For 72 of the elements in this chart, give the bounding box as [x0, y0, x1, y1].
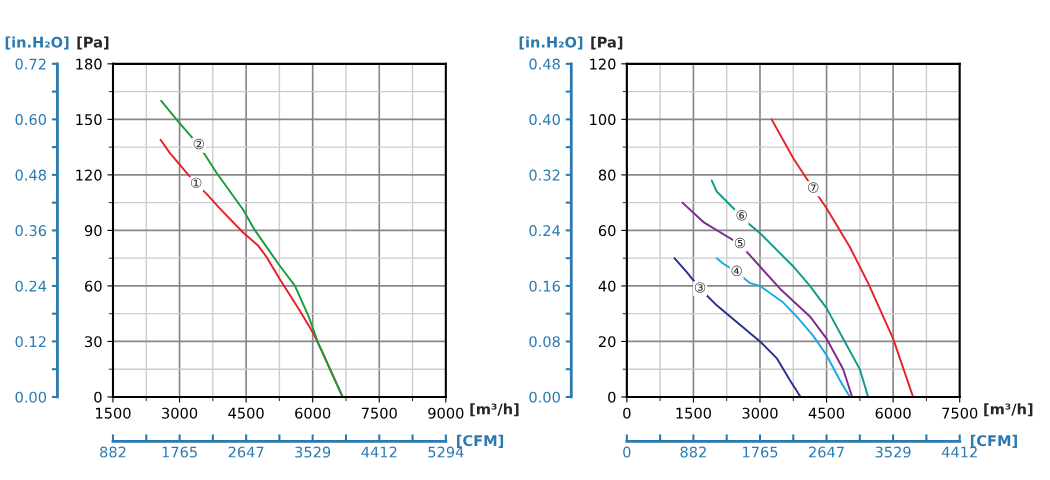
x-tick-label: 3000 [742, 407, 778, 419]
y2-tick-label: 0.40 [529, 114, 560, 126]
line-series [681, 201, 854, 397]
series-label: ③ [694, 282, 706, 293]
x2-axis-title: [CFM] [970, 434, 1017, 448]
x2-tick-label: 1765 [743, 446, 778, 458]
y2-tick-label: 0.48 [529, 58, 560, 70]
line-series [770, 118, 915, 397]
x2-tick-label: 1765 [162, 446, 197, 458]
series-label: ⑥ [736, 210, 747, 221]
y2-tick-label: 0.32 [529, 169, 560, 181]
line-series [710, 179, 870, 397]
y-tick-label: 60 [85, 280, 102, 292]
x-tick-label: 4500 [228, 407, 264, 419]
x-tick-label: 7500 [361, 407, 397, 419]
x2-tick-label: 882 [100, 446, 126, 458]
line-series [673, 257, 802, 397]
x-axis-title: [m³/h] [470, 403, 519, 417]
y-tick-label: 0 [608, 391, 616, 403]
y2-tick-label: 0.08 [529, 336, 560, 348]
x2-tick-label: 4412 [941, 446, 977, 458]
x-tick-label: 0 [623, 407, 631, 419]
x2-axis-title: [CFM] [457, 434, 504, 448]
y2-tick-label: 0.24 [529, 225, 561, 237]
x-tick-label: 6000 [295, 407, 331, 419]
series-label: ⑤ [734, 237, 746, 249]
y-axis-title: [Pa] [591, 36, 623, 50]
series-label: ① [191, 177, 202, 189]
y-axis-title: [Pa] [77, 36, 109, 50]
y-tick-label: 0 [94, 391, 102, 403]
x-tick-label: 6000 [875, 407, 911, 419]
x-tick-label: 1500 [676, 407, 712, 419]
y2-tick-label: 0.72 [15, 58, 46, 70]
y2-tick-label: 0.60 [15, 114, 47, 126]
x-tick-label: 4500 [808, 407, 845, 419]
y-tick-label: 80 [598, 169, 616, 181]
x2-tick-label: 0 [623, 446, 631, 458]
y-tick-label: 180 [76, 58, 102, 70]
y2-tick-label: 0.24 [15, 280, 47, 292]
x2-tick-label: 4412 [361, 446, 397, 458]
x-tick-label: 7500 [942, 407, 978, 419]
y-tick-label: 20 [598, 336, 616, 348]
y-tick-label: 30 [85, 336, 102, 348]
y2-tick-label: 0.36 [15, 225, 47, 237]
x-tick-label: 3000 [162, 407, 198, 419]
line-series [715, 257, 851, 397]
x-tick-label: 1500 [96, 407, 131, 419]
series-label: ② [193, 138, 205, 150]
y-tick-label: 100 [590, 114, 616, 126]
x-tick-label: 9000 [428, 407, 464, 419]
x-axis-title: [m³/h] [984, 403, 1033, 417]
x2-tick-label: 882 [680, 446, 706, 458]
y-tick-label: 120 [76, 169, 102, 181]
x2-tick-label: 3529 [295, 446, 331, 458]
x2-tick-label: 2647 [809, 446, 844, 458]
y2-tick-label: 0.48 [15, 169, 47, 181]
x2-tick-label: 5294 [428, 446, 464, 458]
y-tick-label: 150 [76, 114, 102, 126]
y2-tick-label: 0.12 [15, 336, 46, 348]
y-tick-label: 60 [598, 225, 616, 237]
y2-tick-label: 0.16 [529, 280, 560, 292]
y-tick-label: 120 [590, 58, 616, 70]
series-label: ④ [731, 265, 742, 277]
series-label: ⑦ [808, 182, 819, 193]
x2-tick-label: 3529 [875, 446, 911, 458]
y2-tick-label: 0.00 [15, 391, 47, 403]
y2-tick-label: 0.00 [529, 391, 560, 403]
x2-tick-label: 2647 [228, 446, 264, 458]
y2-axis-title: [in.H₂O] [5, 36, 69, 50]
y2-axis-title: [in.H₂O] [519, 36, 583, 50]
y-tick-label: 90 [84, 225, 102, 237]
y-tick-label: 40 [598, 280, 616, 292]
